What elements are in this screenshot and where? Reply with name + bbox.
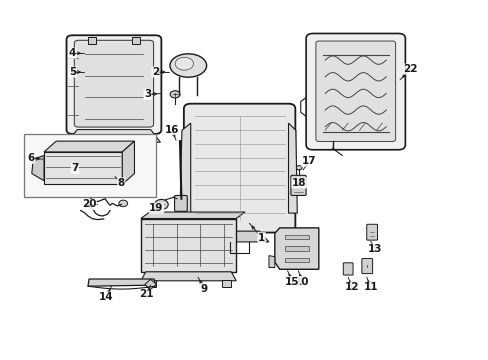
FancyBboxPatch shape [183,104,295,233]
Bar [284,246,308,251]
Polygon shape [88,279,155,286]
Polygon shape [122,141,134,184]
Text: 21: 21 [139,289,154,300]
Polygon shape [210,231,268,242]
Text: 13: 13 [367,244,382,254]
Text: 11: 11 [363,282,377,292]
Bar [132,37,140,44]
Bar [284,258,308,262]
Text: 3: 3 [144,89,151,99]
Polygon shape [144,279,156,289]
FancyBboxPatch shape [174,195,187,211]
Text: 6: 6 [27,153,34,163]
Ellipse shape [175,57,193,70]
Bar [221,280,231,287]
Text: 8: 8 [118,178,124,188]
Polygon shape [288,123,297,213]
Text: 14: 14 [99,292,114,302]
Text: 9: 9 [201,284,207,294]
Bar [88,37,96,44]
Text: 1: 1 [258,233,264,243]
FancyBboxPatch shape [361,258,372,274]
Polygon shape [141,212,244,219]
Polygon shape [44,141,134,152]
FancyBboxPatch shape [66,35,161,134]
Text: 19: 19 [149,203,163,213]
FancyBboxPatch shape [305,33,405,150]
Polygon shape [180,123,190,213]
FancyBboxPatch shape [290,175,305,195]
Polygon shape [32,156,44,181]
Text: 12: 12 [344,282,359,292]
Text: 7: 7 [71,163,79,174]
Circle shape [154,199,168,210]
Polygon shape [44,152,122,184]
Text: 18: 18 [291,178,306,188]
Text: 20: 20 [81,199,96,210]
Polygon shape [67,130,160,142]
Text: 16: 16 [164,125,179,135]
Ellipse shape [170,54,206,77]
Polygon shape [268,256,274,267]
Text: 22: 22 [403,64,417,74]
Bar [24,134,155,197]
Polygon shape [141,272,236,281]
FancyBboxPatch shape [315,41,395,141]
Circle shape [296,166,302,170]
Circle shape [119,200,127,207]
FancyBboxPatch shape [343,263,352,275]
Text: 4: 4 [68,48,76,58]
FancyBboxPatch shape [366,224,377,240]
Text: 10: 10 [294,276,309,287]
Bar [284,235,308,239]
Text: 17: 17 [301,156,316,166]
Polygon shape [274,228,318,269]
Text: 15: 15 [285,276,299,287]
Circle shape [170,91,180,98]
Bar [145,280,155,287]
FancyBboxPatch shape [74,40,153,127]
Text: 2: 2 [152,67,159,77]
Text: 5: 5 [69,67,76,77]
FancyBboxPatch shape [141,219,236,272]
